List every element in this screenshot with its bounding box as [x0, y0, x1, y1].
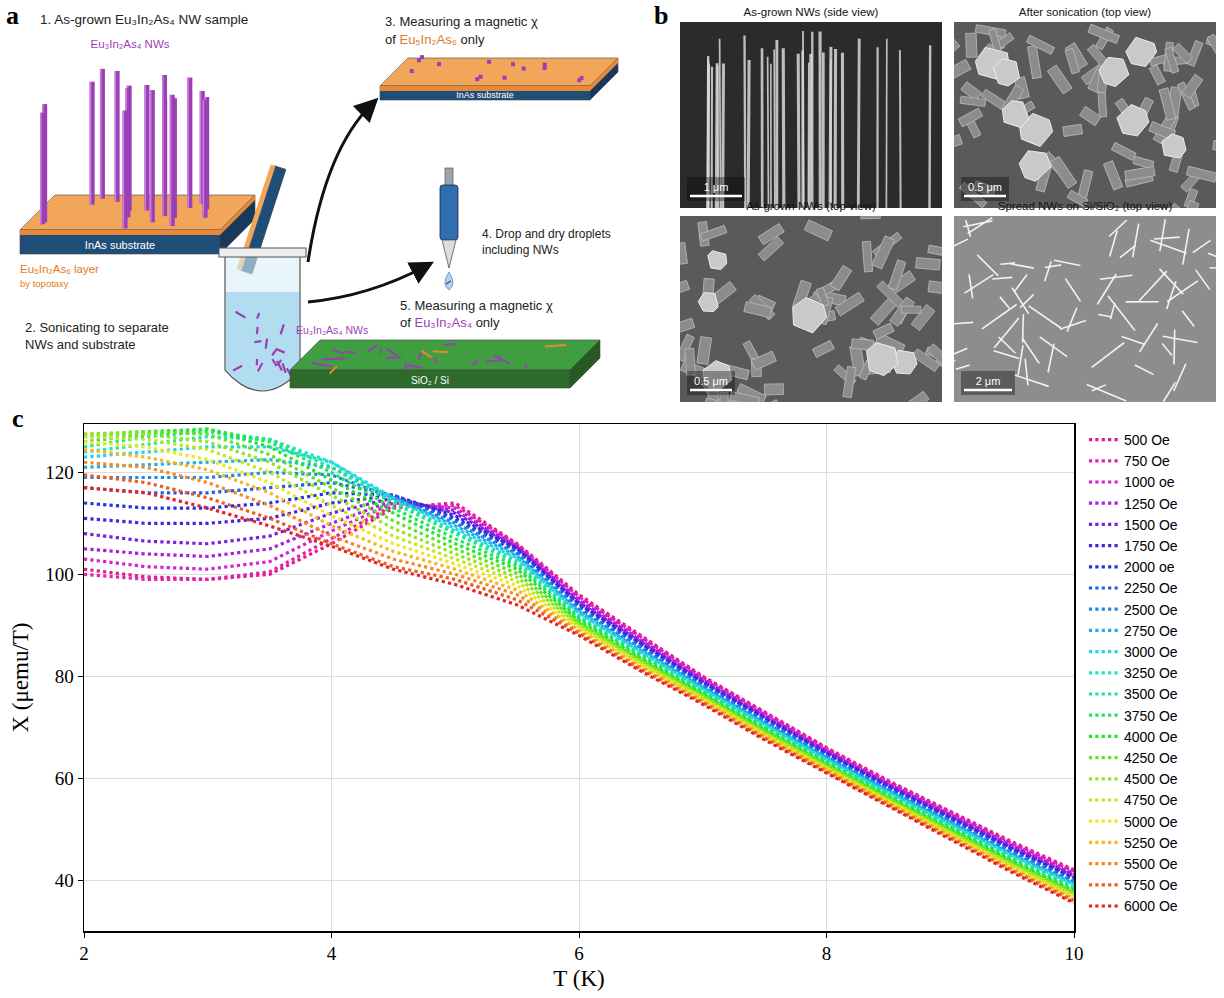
- svg-text:1500 Oe: 1500 Oe: [1124, 517, 1178, 533]
- svg-text:2500 Oe: 2500 Oe: [1124, 602, 1178, 618]
- svg-text:6000 Oe: 6000 Oe: [1124, 898, 1178, 914]
- svg-text:2250 Oe: 2250 Oe: [1124, 580, 1178, 596]
- svg-text:5000 Oe: 5000 Oe: [1124, 814, 1178, 830]
- svg-text:0.5 μm: 0.5 μm: [968, 181, 1002, 193]
- svg-text:InAs substrate: InAs substrate: [456, 90, 514, 100]
- svg-text:5500 Oe: 5500 Oe: [1124, 856, 1178, 872]
- svg-text:120: 120: [45, 462, 74, 483]
- svg-text:InAs substrate: InAs substrate: [85, 239, 155, 251]
- svg-text:1000 oe: 1000 oe: [1124, 474, 1175, 490]
- svg-text:500 Oe: 500 Oe: [1124, 432, 1170, 448]
- svg-text:by topotaxy: by topotaxy: [20, 278, 69, 289]
- svg-text:As-grown NWs (top view): As-grown NWs (top view): [746, 200, 876, 212]
- svg-text:2750 Oe: 2750 Oe: [1124, 623, 1178, 639]
- svg-text:10: 10: [1065, 943, 1084, 964]
- svg-text:0.5 μm: 0.5 μm: [694, 375, 728, 387]
- svg-text:3250 Oe: 3250 Oe: [1124, 665, 1178, 681]
- svg-text:a: a: [6, 1, 19, 30]
- svg-text:40: 40: [55, 870, 74, 891]
- svg-text:4250 Oe: 4250 Oe: [1124, 750, 1178, 766]
- svg-text:2. Sonicating to separate: 2. Sonicating to separate: [25, 320, 169, 335]
- svg-text:5250 Oe: 5250 Oe: [1124, 835, 1178, 851]
- svg-text:3500 Oe: 3500 Oe: [1124, 686, 1178, 702]
- svg-text:1 μm: 1 μm: [704, 181, 729, 193]
- svg-text:4. Drop and dry droplets: 4. Drop and dry droplets: [482, 227, 611, 241]
- svg-text:4750 Oe: 4750 Oe: [1124, 792, 1178, 808]
- svg-text:750 Oe: 750 Oe: [1124, 453, 1170, 469]
- svg-text:6: 6: [574, 943, 584, 964]
- svg-text:After sonication (top view): After sonication (top view): [1019, 6, 1151, 18]
- svg-text:5. Measuring a magnetic χ: 5. Measuring a magnetic χ: [400, 298, 553, 313]
- svg-text:X (μemu/T): X (μemu/T): [8, 622, 33, 732]
- svg-text:80: 80: [55, 666, 74, 687]
- svg-text:2 μm: 2 μm: [976, 375, 1001, 387]
- svg-text:of Eu₅In₂As₆ only: of Eu₅In₂As₆ only: [385, 32, 485, 47]
- svg-text:3750 Oe: 3750 Oe: [1124, 708, 1178, 724]
- svg-text:5750 Oe: 5750 Oe: [1124, 877, 1178, 893]
- svg-text:Eu₃In₂As₄ NWs: Eu₃In₂As₄ NWs: [296, 324, 368, 336]
- html-text:c: c: [12, 404, 24, 433]
- svg-text:4000 Oe: 4000 Oe: [1124, 729, 1178, 745]
- svg-text:2000 oe: 2000 oe: [1124, 559, 1175, 575]
- svg-text:of Eu₃In₂As₄ only: of Eu₃In₂As₄ only: [400, 315, 500, 330]
- svg-text:Spread NWs on Si/SiO₂ (top vie: Spread NWs on Si/SiO₂ (top view): [998, 200, 1173, 212]
- svg-text:60: 60: [55, 768, 74, 789]
- svg-text:3000 Oe: 3000 Oe: [1124, 644, 1178, 660]
- svg-text:3. Measuring a magnetic χ: 3. Measuring a magnetic χ: [385, 14, 538, 29]
- svg-text:NWs and substrate: NWs and substrate: [25, 337, 136, 352]
- svg-text:4500 Oe: 4500 Oe: [1124, 771, 1178, 787]
- svg-text:1750 Oe: 1750 Oe: [1124, 538, 1178, 554]
- svg-text:4: 4: [327, 943, 337, 964]
- svg-text:2: 2: [79, 943, 89, 964]
- svg-text:Eu₃In₂As₄ NWs: Eu₃In₂As₄ NWs: [90, 38, 169, 50]
- svg-text:As-grown NWs (side view): As-grown NWs (side view): [744, 6, 879, 18]
- svg-text:including NWs: including NWs: [482, 243, 559, 257]
- svg-text:1. As-grown Eu₃In₂As₄ NW sampl: 1. As-grown Eu₃In₂As₄ NW sample: [40, 12, 248, 27]
- svg-text:1250 Oe: 1250 Oe: [1124, 496, 1178, 512]
- svg-text:b: b: [654, 1, 668, 30]
- svg-text:100: 100: [45, 564, 74, 585]
- svg-text:SiO₂ / Si: SiO₂ / Si: [411, 375, 449, 386]
- svg-text:Eu₅In₂As₆ layer: Eu₅In₂As₆ layer: [20, 263, 99, 275]
- svg-text:8: 8: [822, 943, 832, 964]
- svg-text:T (K): T (K): [553, 966, 604, 991]
